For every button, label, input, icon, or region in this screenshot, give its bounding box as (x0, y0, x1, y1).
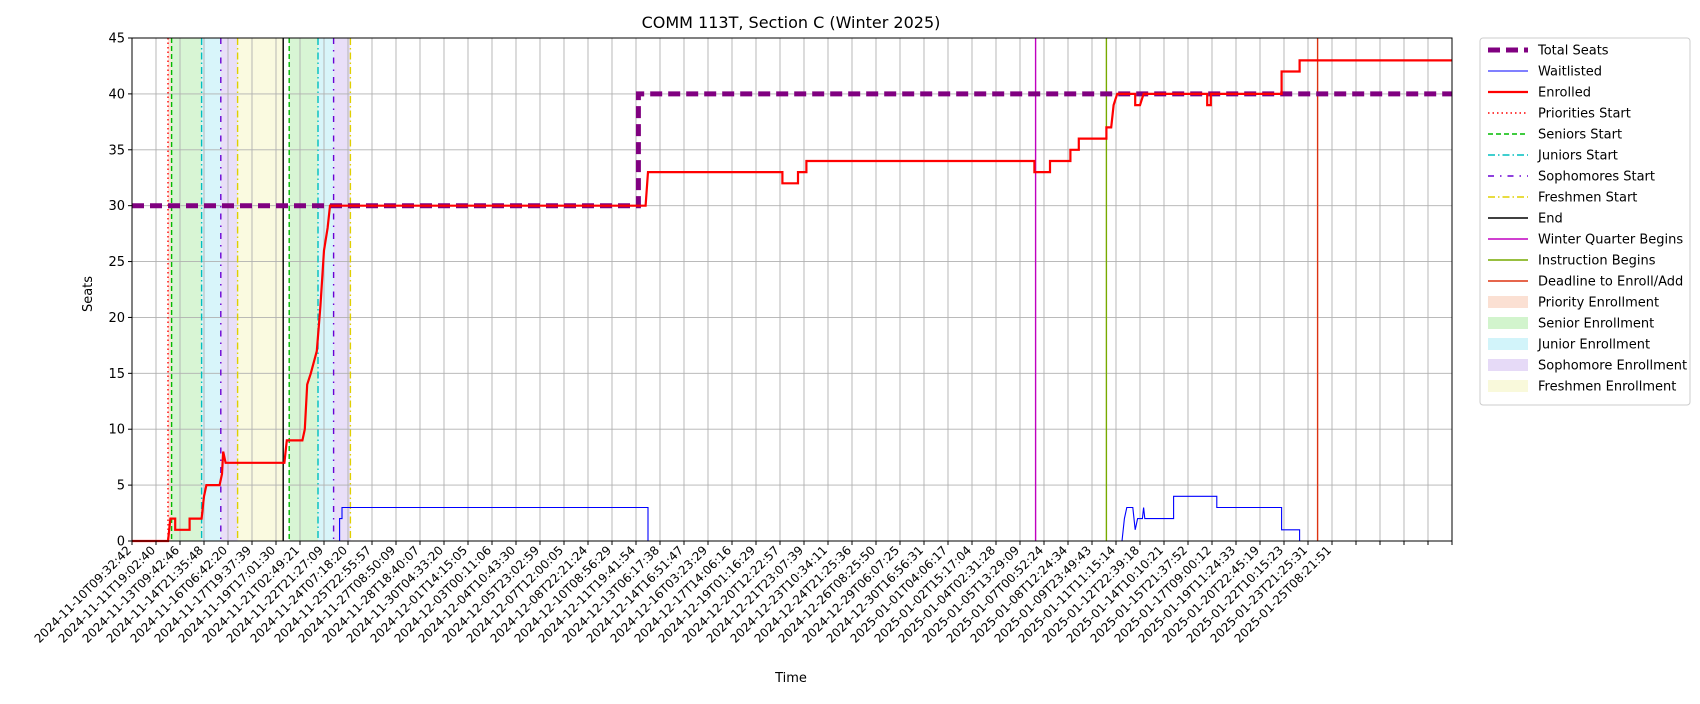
legend-label-10: Instruction Begins (1538, 254, 1656, 269)
legend-label-9: Winter Quarter Begins (1538, 233, 1683, 248)
grid (131, 37, 1453, 542)
x-axis-label: Time (774, 671, 807, 686)
shaded-region-2 (201, 38, 221, 541)
legend-label-14: Junior Enrollment (1537, 338, 1650, 353)
legend-label-6: Sophomores Start (1538, 170, 1655, 185)
y-tick-label-3: 15 (108, 367, 125, 382)
y-tick-label-5: 25 (108, 255, 125, 270)
shaded-region-3 (220, 38, 238, 541)
y-tick-label-2: 10 (108, 423, 125, 438)
y-tick-label-4: 20 (108, 311, 125, 326)
legend-label-4: Seniors Start (1538, 128, 1622, 143)
legend-swatch-12 (1488, 296, 1528, 308)
legend-label-16: Freshmen Enrollment (1538, 380, 1676, 395)
series-line-1 (132, 495, 1452, 542)
plot-frame (131, 37, 1453, 542)
legend-label-0: Total Seats (1537, 44, 1609, 59)
legend-label-1: Waitlisted (1538, 65, 1602, 80)
legend-swatch-16 (1488, 380, 1528, 392)
legend-label-7: Freshmen Start (1538, 191, 1637, 206)
series-lines (132, 59, 1452, 543)
y-tick-label-9: 45 (108, 32, 125, 47)
legend-swatch-13 (1488, 317, 1528, 329)
y-tick-label-8: 40 (108, 87, 125, 102)
y-tick-label-6: 30 (108, 199, 125, 214)
legend-label-15: Sophomore Enrollment (1538, 359, 1687, 374)
legend-label-13: Senior Enrollment (1538, 317, 1654, 332)
legend: Total Seats Waitlisted Enrolled Priorities … (1479, 37, 1691, 406)
shaded-region-6 (318, 38, 334, 541)
shaded-regions (168, 38, 351, 541)
y-tick-label-7: 35 (108, 143, 125, 158)
chart-title: COMM 113T, Section C (Winter 2025) (642, 13, 941, 32)
legend-label-3: Priorities Start (1538, 107, 1631, 122)
y-axis-ticks: 0 5 10 15 20 25 30 35 40 45 (108, 32, 132, 550)
legend-label-2: Enrolled (1538, 86, 1591, 101)
y-tick-label-0: 0 (117, 535, 125, 550)
shaded-region-5 (289, 38, 318, 541)
legend-label-11: Deadline to Enroll/Add (1538, 275, 1683, 290)
shaded-region-7 (333, 38, 351, 541)
shaded-region-0 (168, 38, 172, 541)
series-line-2 (132, 59, 1452, 543)
legend-label-12: Priority Enrollment (1538, 296, 1659, 311)
legend-swatch-15 (1488, 359, 1528, 371)
y-tick-label-1: 5 (117, 479, 125, 494)
legend-label-5: Juniors Start (1537, 149, 1618, 164)
legend-swatch-14 (1488, 338, 1528, 350)
x-axis-ticks: 2024-11-10T09:32:422024-11-11T19:02:4020… (32, 541, 1453, 646)
vertical-markers (167, 38, 1319, 541)
shaded-region-1 (171, 38, 202, 541)
y-axis-label: Seats (81, 276, 96, 312)
legend-box (1479, 37, 1691, 406)
legend-label-8: End (1538, 212, 1563, 227)
